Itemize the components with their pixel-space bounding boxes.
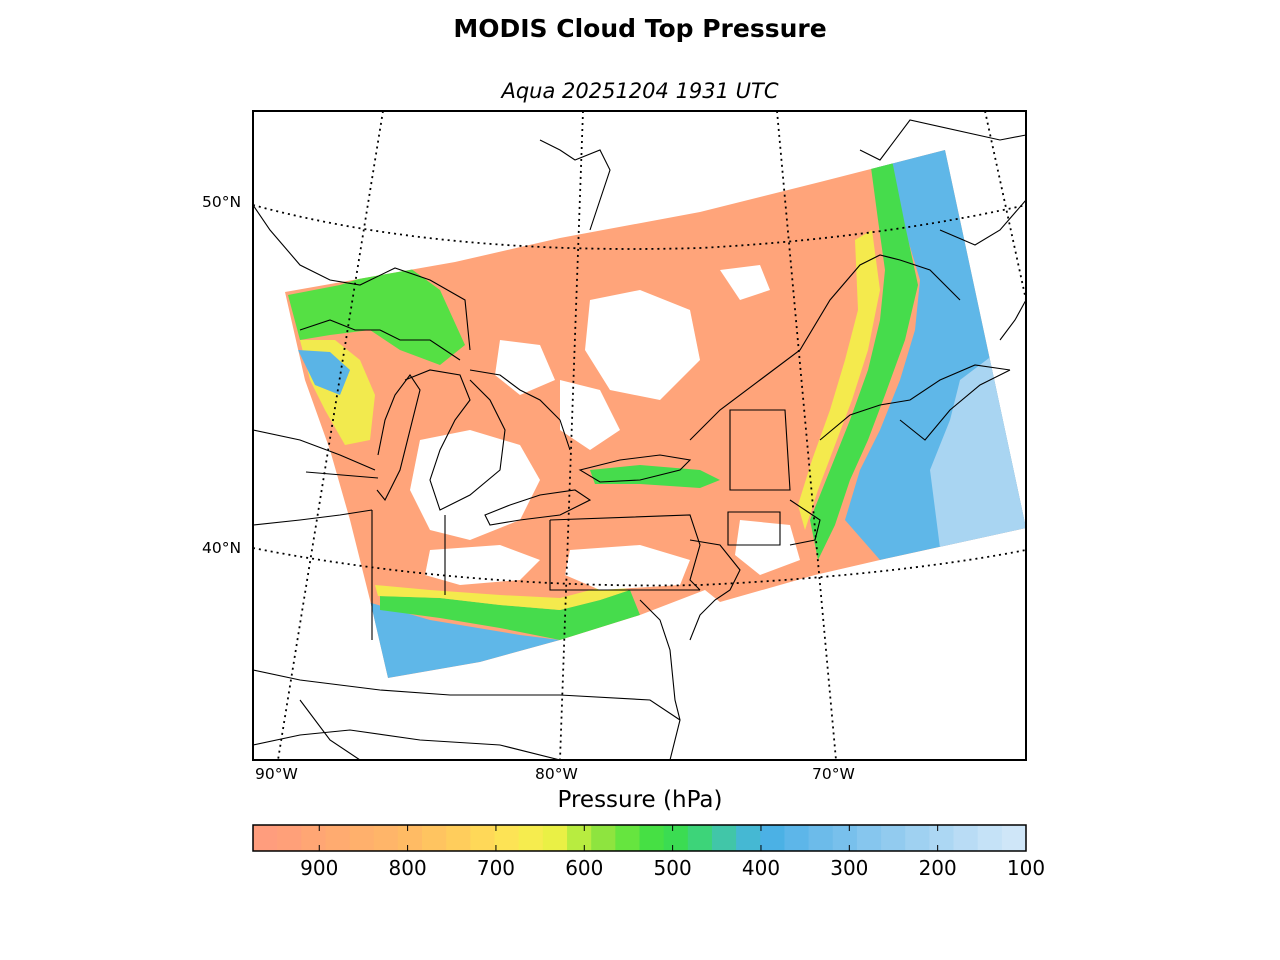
colorbar-swatch bbox=[881, 825, 906, 851]
colorbar-swatch bbox=[397, 825, 423, 851]
lon-label-70w: 70°W bbox=[812, 765, 855, 783]
colorbar-swatch bbox=[663, 825, 689, 851]
colorbar-swatch bbox=[373, 825, 399, 851]
colorbar-swatch bbox=[736, 825, 761, 851]
colorbar-swatch bbox=[1001, 825, 1027, 851]
high-cloud-west bbox=[298, 350, 350, 395]
colorbar-tick-label: 500 bbox=[653, 856, 692, 880]
colorbar-swatch bbox=[301, 825, 327, 851]
graticule bbox=[253, 111, 1026, 760]
high-cloud-southwest bbox=[368, 602, 560, 678]
colorbar-swatch bbox=[639, 825, 665, 851]
colorbar-tick-label: 800 bbox=[388, 856, 427, 880]
colorbar-tick-label: 900 bbox=[300, 856, 339, 880]
colorbar-swatch bbox=[446, 825, 472, 851]
lat-label-50n: 50°N bbox=[202, 193, 242, 211]
colorbar-tick-label: 300 bbox=[830, 856, 869, 880]
colorbar-swatch bbox=[856, 825, 882, 851]
map-frame bbox=[252, 110, 1027, 761]
colorbar-swatch bbox=[905, 825, 930, 851]
colorbar-swatch bbox=[929, 825, 955, 851]
colorbar-swatch bbox=[832, 825, 858, 851]
colorbar-swatch bbox=[784, 825, 810, 851]
colorbar-swatch bbox=[253, 825, 278, 851]
colorbar-swatch bbox=[711, 825, 737, 851]
colorbar-swatch bbox=[567, 825, 592, 851]
swath-base bbox=[285, 150, 1026, 678]
colorbar-swatch bbox=[494, 825, 520, 851]
colorbar-swatch bbox=[615, 825, 641, 851]
colorbar-swatch bbox=[349, 825, 375, 851]
clear-sky-patches bbox=[410, 265, 800, 590]
chart-subtitle: Aqua 20251204 1931 UTC bbox=[501, 79, 779, 103]
colorbar-swatch bbox=[470, 825, 496, 851]
colorbar-swatch bbox=[277, 825, 302, 851]
colorbar-tick-label: 600 bbox=[565, 856, 604, 880]
colorbar-swatch bbox=[687, 825, 713, 851]
lon-label-80w: 80°W bbox=[535, 765, 578, 783]
colorbar-swatch bbox=[542, 825, 568, 851]
lat-label-40n: 40°N bbox=[202, 539, 242, 557]
colorbar-tick-label: 700 bbox=[476, 856, 516, 880]
colorbar-swatch bbox=[518, 825, 544, 851]
coastlines-borders bbox=[253, 119, 1026, 760]
colorbar-swatch bbox=[953, 825, 979, 851]
green-band-west bbox=[288, 268, 465, 365]
lon-label-90w: 90°W bbox=[255, 765, 298, 783]
chart-title: MODIS Cloud Top Pressure bbox=[453, 14, 827, 43]
colorbar-tick-label: 100 bbox=[1006, 856, 1046, 880]
colorbar-swatch bbox=[325, 825, 351, 851]
green-band-east bbox=[810, 150, 918, 560]
colorbar-tick-label: 200 bbox=[918, 856, 957, 880]
colorbar-swatch bbox=[422, 825, 447, 851]
green-band-south bbox=[380, 590, 640, 640]
yellow-band-east bbox=[798, 230, 880, 530]
colorbar-label: Pressure (hPa) bbox=[557, 787, 723, 813]
colorbar-swatch bbox=[808, 825, 834, 851]
colorbar-swatch bbox=[977, 825, 1003, 851]
colorbar-frame bbox=[252, 824, 1027, 852]
colorbar-swatch bbox=[591, 825, 616, 851]
colorbar-tick-label: 400 bbox=[741, 856, 781, 880]
colorbar-swatch bbox=[760, 825, 786, 851]
